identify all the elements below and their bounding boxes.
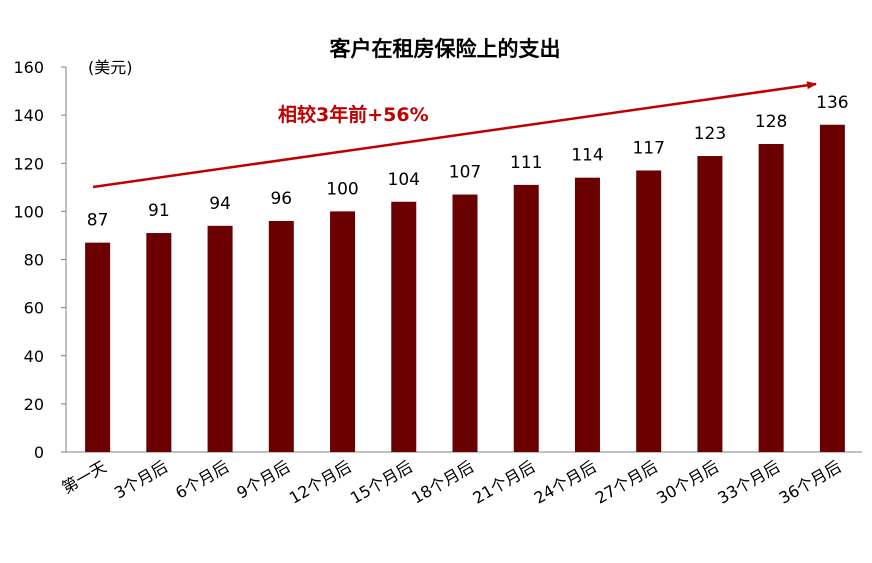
y-tick-label: 40 [24,347,44,366]
bar [85,242,111,452]
bar [819,124,845,452]
y-tick-label: 100 [13,202,44,221]
bar [330,211,356,452]
data-label: 104 [388,170,420,190]
data-labels: 87 91 94 96 100 104 107 111 114 117 123 128 136 [87,93,849,231]
data-label: 91 [148,201,170,221]
y-tick-label: 120 [13,154,44,173]
x-tick-label: 18个月后 [408,457,477,508]
chart-title: 客户在租房保险上的支出 [330,37,561,61]
data-label: 136 [816,93,848,113]
x-axis-ticks: 第一天 3个月后 6个月后 9个月后12个月后15个月后18个月后21个月后24个月后… [59,457,845,508]
x-tick-label: 第一天 [59,457,110,497]
x-tick-label: 21个月后 [470,457,539,508]
data-label: 96 [270,189,292,209]
bar [574,177,600,452]
x-tick-label: 15个月后 [347,457,416,508]
y-axis-ticks: 0 20 40 60 80 100 120 140 160 [13,58,66,462]
data-label: 107 [449,163,481,183]
y-tick-label: 160 [13,58,44,77]
x-tick-label: 30个月后 [653,457,722,508]
data-label: 94 [209,194,231,214]
x-tick-label: 12个月后 [286,457,355,508]
y-tick-label: 80 [24,251,44,270]
x-tick-label: 36个月后 [776,457,845,508]
bar [452,194,478,452]
x-tick-label: 3个月后 [111,457,171,503]
bar [697,156,723,452]
x-tick-label: 24个月后 [531,457,600,508]
trend-arrow [92,81,817,189]
data-label: 111 [510,153,542,173]
bar [146,233,172,452]
y-tick-label: 20 [24,395,44,414]
x-tick-label: 9个月后 [233,457,293,503]
y-tick-label: 0 [34,443,44,462]
growth-annotation: 相较3年前+56% [278,103,429,126]
bar [513,184,539,452]
y-tick-label: 140 [13,106,44,125]
data-label: 100 [326,179,358,199]
data-label: 87 [87,211,109,231]
bar [636,170,662,452]
bars [85,124,845,452]
data-label: 123 [694,124,726,144]
x-tick-label: 33个月后 [714,457,783,508]
bar [268,221,294,452]
y-unit-label: (美元) [88,58,133,77]
bar [391,201,417,452]
y-tick-label: 60 [24,299,44,318]
x-tick-label: 27个月后 [592,457,661,508]
data-label: 117 [632,138,664,158]
data-label: 114 [571,146,603,166]
bar [207,225,233,452]
data-label: 128 [755,112,787,132]
x-tick-label: 6个月后 [172,457,232,503]
bar [758,144,784,452]
